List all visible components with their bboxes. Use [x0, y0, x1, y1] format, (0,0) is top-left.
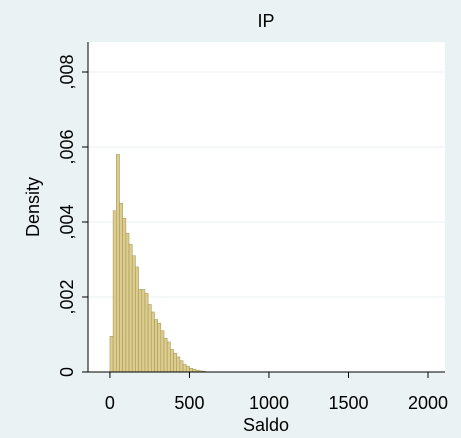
bar — [122, 217, 127, 373]
bar — [116, 154, 120, 373]
y-tick-label: ,006 — [57, 129, 77, 164]
y-tick-label: ,002 — [57, 279, 77, 314]
bar — [138, 289, 143, 373]
y-tick-label: 0 — [57, 367, 77, 377]
bar — [166, 341, 171, 373]
x-tick-label: 0 — [105, 393, 115, 413]
bar — [147, 304, 152, 373]
bar — [185, 366, 190, 373]
bar — [109, 336, 114, 373]
bar — [144, 292, 149, 373]
bar — [176, 356, 181, 373]
bar — [179, 360, 184, 373]
x-tick-label: 2000 — [408, 393, 448, 413]
x-tick-label: 500 — [174, 393, 204, 413]
bar — [154, 319, 158, 373]
bar — [141, 289, 146, 373]
bar — [182, 364, 187, 373]
bar — [128, 244, 133, 373]
x-tick-label: 1000 — [249, 393, 289, 413]
bar — [189, 367, 193, 373]
y-tick-label: ,004 — [57, 204, 77, 239]
bar — [170, 349, 174, 373]
bar — [163, 337, 168, 373]
x-tick-label: 1500 — [328, 393, 368, 413]
bar — [160, 330, 165, 373]
bar — [119, 202, 123, 373]
bar — [157, 322, 162, 373]
y-axis-title: Density — [23, 177, 43, 237]
chart-title: IP — [257, 11, 274, 31]
x-axis-title: Saldo — [243, 415, 289, 435]
bar — [125, 232, 130, 373]
bar — [173, 352, 178, 373]
bar — [112, 210, 117, 373]
bar — [150, 311, 155, 373]
bar — [131, 255, 136, 373]
y-tick-label: ,008 — [57, 54, 77, 89]
bar — [135, 266, 139, 373]
